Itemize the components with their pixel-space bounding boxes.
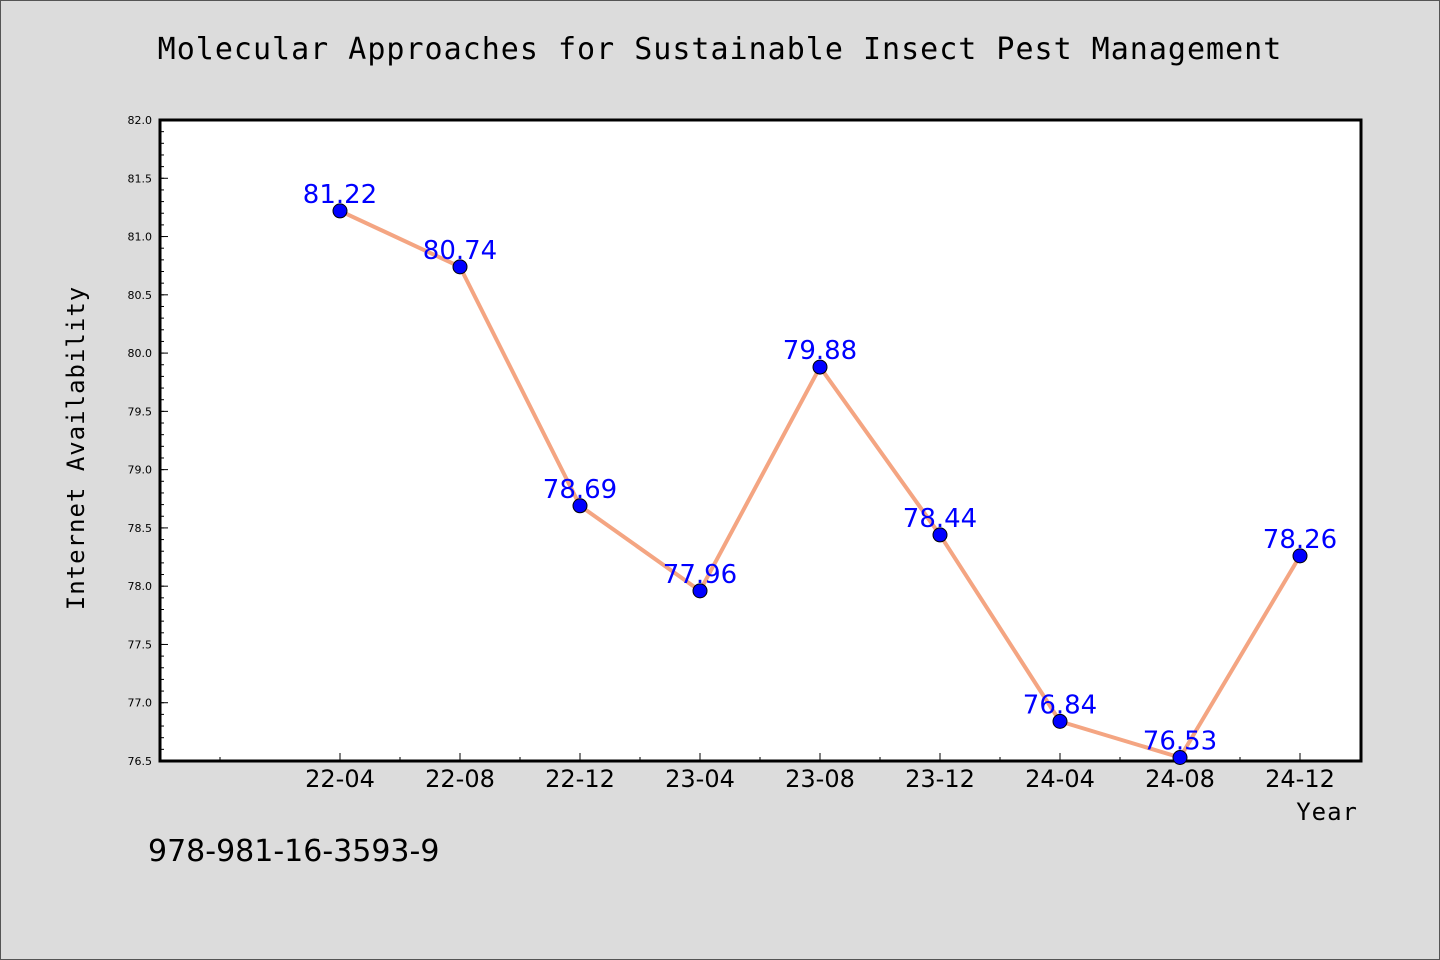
data-label: 78.69 — [543, 475, 617, 505]
data-point — [812, 359, 828, 375]
y-tick-label: 78.5 — [128, 522, 153, 535]
chart-title: Molecular Approaches for Sustainable Ins… — [157, 32, 1283, 67]
x-tick-label: 24-08 — [1145, 765, 1215, 793]
x-tick-label: 24-04 — [1025, 765, 1095, 793]
x-tick-label: 23-12 — [905, 765, 975, 793]
data-label: 79.88 — [783, 336, 857, 366]
y-tick-label: 81.0 — [128, 231, 153, 244]
data-label: 76.84 — [1023, 690, 1097, 720]
isbn-text: 978-981-16-3593-9 — [148, 834, 440, 869]
data-label: 78.26 — [1263, 525, 1337, 555]
y-tick-label: 77.0 — [128, 697, 153, 710]
x-tick-label: 22-08 — [425, 765, 495, 793]
data-point — [332, 203, 348, 219]
data-point — [1292, 548, 1308, 564]
y-axis: 76.5 77.0 77.5 78.0 78.5 79.0 79.5 80.0 80.5 81.0… — [128, 114, 168, 768]
data-point — [932, 527, 948, 543]
data-point — [572, 498, 588, 514]
y-tick-label: 76.5 — [128, 755, 153, 768]
data-point — [1172, 750, 1188, 766]
y-tick-label: 80.5 — [128, 289, 153, 302]
x-axis: 22-04 22-08 22-12 23-04 23-08 23-12 24-04 24-08… — [219, 753, 1335, 793]
data-point — [1052, 713, 1068, 729]
data-point — [692, 583, 708, 599]
y-tick-label: 80.0 — [128, 347, 153, 360]
data-label: 77.96 — [663, 560, 737, 590]
x-tick-label: 23-08 — [785, 765, 855, 793]
y-axis-label: Internet Availability — [62, 286, 90, 610]
data-point — [452, 259, 468, 275]
y-tick-label: 81.5 — [128, 172, 153, 185]
x-axis-label: Year — [1296, 798, 1358, 826]
data-label: 78.44 — [903, 504, 977, 534]
x-tick-label: 22-04 — [305, 765, 375, 793]
plot-area — [158, 118, 1363, 763]
y-tick-label: 79.0 — [128, 464, 153, 477]
y-tick-label: 82.0 — [128, 114, 153, 127]
x-tick-label: 22-12 — [545, 765, 615, 793]
data-label: 80.74 — [423, 236, 497, 266]
y-tick-label: 79.5 — [128, 405, 153, 418]
data-label: 81.22 — [303, 180, 377, 210]
y-tick-label: 77.5 — [128, 638, 153, 651]
x-tick-label: 24-12 — [1265, 765, 1335, 793]
data-points: 81.22 80.74 78.69 77.96 79.88 78.44 76.84 76.53… — [303, 180, 1337, 766]
x-tick-label: 23-04 — [665, 765, 735, 793]
y-tick-label: 78.0 — [128, 580, 153, 593]
data-label: 76.53 — [1143, 727, 1217, 757]
